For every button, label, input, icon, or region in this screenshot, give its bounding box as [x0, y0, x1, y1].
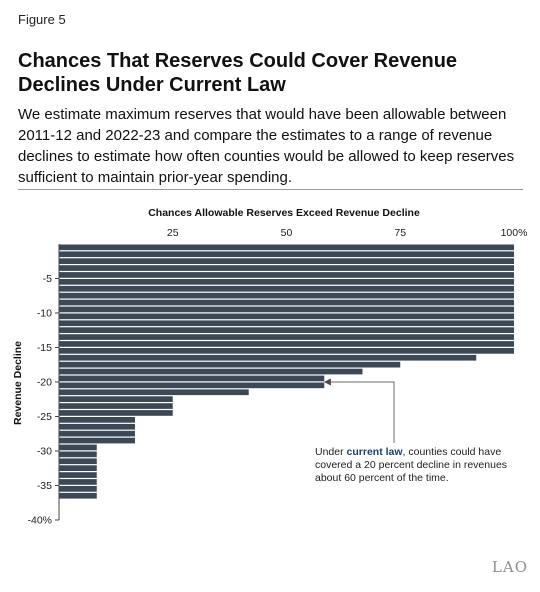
bar: -22%: 41.7: [59, 389, 249, 396]
bar: -34%: 8.3: [59, 472, 97, 478]
y-axis-label: Revenue Decline: [12, 341, 24, 425]
x-tick-label: 50: [281, 227, 293, 239]
bar: -15%: 100: [59, 341, 514, 347]
bar: -17%: 91.7: [59, 354, 477, 361]
annotation-arrowhead: [323, 378, 331, 386]
x-axis: 25 50 75 100%: [167, 227, 528, 239]
bar: -19%: 66.7: [59, 368, 363, 375]
lao-logo: LAO: [491, 558, 528, 576]
bar: -32%: 8.3: [59, 458, 97, 465]
y-tick-label: -20: [37, 377, 52, 389]
bar: -2%: 100: [59, 251, 514, 258]
bar: -10%: 100: [59, 306, 514, 313]
y-tick-label: -15: [37, 342, 52, 354]
bar: -14%: 100: [59, 334, 514, 340]
x-tick-label: 100%: [501, 227, 528, 239]
y-tick-label: -35: [37, 480, 52, 492]
y-tick-label: -5: [43, 273, 52, 285]
divider: [18, 189, 523, 190]
bar: -24%: 25: [59, 403, 173, 409]
bars-group: -1%: 100-2%: 100-3%: 100-4%: 100-5%: 100…: [59, 244, 514, 499]
x-tick-label: 75: [394, 227, 406, 239]
bar: -5%: 100: [59, 272, 514, 278]
bar: -26%: 16.7: [59, 417, 135, 423]
y-tick-label: -30: [37, 446, 52, 458]
annotation-text: Under current law, counties could have co…: [315, 446, 507, 484]
bar: -21%: 58.3: [59, 382, 325, 389]
figure-label: Figure 5: [18, 12, 66, 27]
bar: -28%: 16.7: [59, 430, 135, 437]
y-axis: -5 -10 -15 -20 -25 -30 -35 -40%: [27, 244, 60, 527]
chart-title: Chances Allowable Reserves Exceed Revenu…: [148, 207, 420, 219]
bar: -36%: 8.3: [59, 486, 97, 492]
bar: -6%: 100: [59, 279, 514, 285]
annotation-leader-line: [330, 381, 395, 443]
bar: -8%: 100: [59, 292, 514, 299]
revenue-decline-bar-chart: Chances Allowable Reserves Exceed Revenu…: [12, 207, 528, 527]
bar: -12%: 100: [59, 320, 514, 327]
page-subtitle: We estimate maximum reserves that would …: [18, 106, 515, 186]
bar: -18%: 75: [59, 361, 401, 368]
x-tick-label: 25: [167, 227, 179, 239]
bar: -13%: 100: [59, 327, 514, 333]
bar: -37%: 8.3: [59, 492, 97, 499]
bar: -20%: 58.3: [59, 375, 325, 382]
y-tick-label: -25: [37, 411, 52, 423]
bar: -3%: 100: [59, 258, 514, 264]
bar: -29%: 16.7: [59, 437, 135, 444]
bar: -27%: 16.7: [59, 423, 135, 430]
bar: -23%: 25: [59, 396, 173, 402]
y-tick-label: -40%: [27, 515, 52, 527]
bar: -7%: 100: [59, 285, 514, 292]
annotation: Under current law, counties could have co…: [315, 378, 507, 484]
bar: -30%: 8.3: [59, 444, 97, 451]
bar: -31%: 8.3: [59, 451, 97, 458]
bar: -4%: 100: [59, 265, 514, 271]
bar: -9%: 100: [59, 299, 514, 306]
bar: -1%: 100: [59, 244, 514, 251]
y-tick-label: -10: [37, 308, 52, 320]
bar: -33%: 8.3: [59, 465, 97, 471]
bar: -25%: 25: [59, 410, 173, 416]
page-title: Chances That Reserves Could Cover Revenu…: [18, 50, 458, 96]
bar: -16%: 100: [59, 348, 514, 354]
bar: -35%: 8.3: [59, 479, 97, 485]
bar: -11%: 100: [59, 313, 514, 320]
